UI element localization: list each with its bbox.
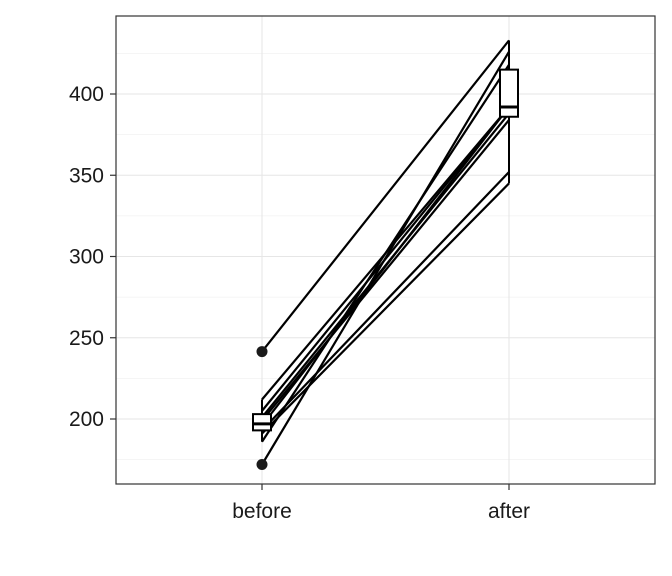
paired-line xyxy=(261,171,510,432)
paired-line xyxy=(261,119,510,422)
y-tick-label: 200 xyxy=(69,408,104,431)
x-axis: before after xyxy=(232,484,530,523)
boxplots xyxy=(252,40,519,442)
y-tick-label: 350 xyxy=(69,164,104,187)
paired-line xyxy=(261,106,510,401)
outlier-point xyxy=(256,459,268,470)
paired-line xyxy=(261,106,510,412)
y-tick-label: 400 xyxy=(69,83,104,106)
y-tick-label: 250 xyxy=(69,327,104,350)
boxplot-box xyxy=(499,68,519,118)
boxplot-box xyxy=(252,413,272,432)
outlier-points xyxy=(256,346,268,470)
paired-line xyxy=(261,182,510,435)
paired-line xyxy=(261,106,510,427)
paired-lines xyxy=(261,39,510,466)
y-axis: 200 250 300 350 400 xyxy=(69,83,116,431)
paired-line xyxy=(261,39,510,353)
panel-background xyxy=(116,16,655,484)
panel-border xyxy=(115,15,656,485)
x-tick-label: before xyxy=(232,500,292,523)
outlier-point xyxy=(256,346,268,358)
x-tick-label: after xyxy=(488,500,530,523)
y-tick-label: 300 xyxy=(69,246,104,269)
